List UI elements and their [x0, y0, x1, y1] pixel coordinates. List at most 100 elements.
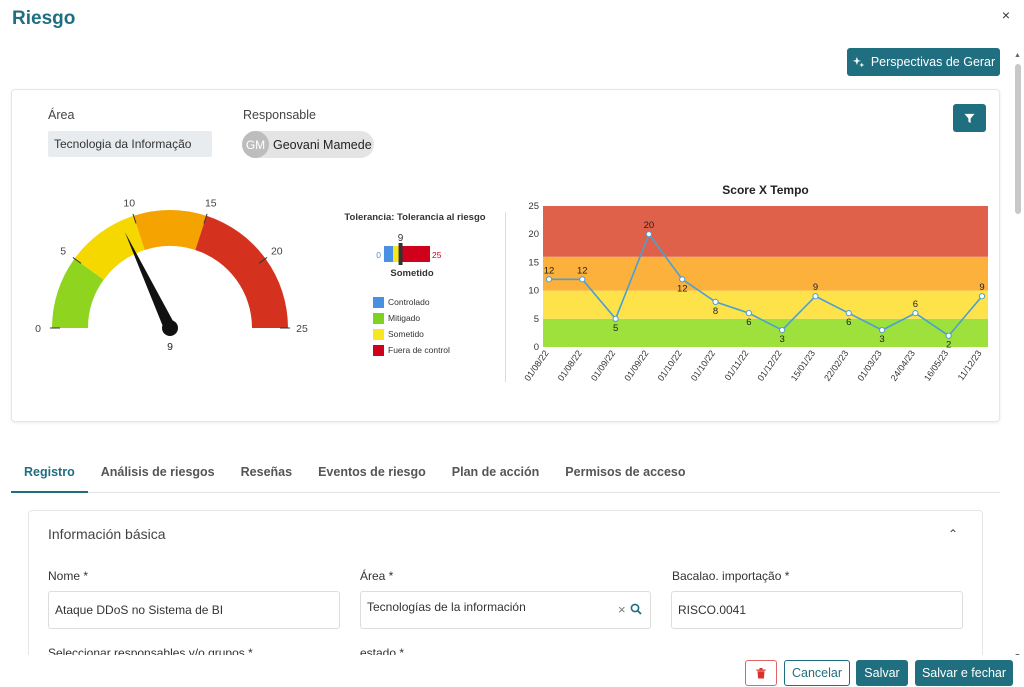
scroll-up-icon[interactable]: ▲ [1014, 52, 1021, 59]
data-point [545, 276, 553, 283]
data-label: 5 [613, 323, 618, 334]
import-field[interactable]: RISCO.0041 [671, 591, 963, 629]
x-tick-label: 16/05/23 [922, 348, 950, 382]
area-label: Área [48, 108, 75, 122]
chevron-up-icon[interactable]: ⌃ [948, 527, 959, 541]
data-point [912, 310, 919, 317]
x-tick-label: 01/10/22 [656, 348, 684, 382]
gauge-tick [72, 257, 82, 264]
chart-band [543, 256, 988, 291]
dialog-title: Riesgo [12, 8, 76, 29]
chart-band [543, 206, 988, 257]
x-tick-label: 01/08/22 [522, 348, 550, 382]
legend-item: Sometido [373, 326, 450, 342]
data-label: 6 [846, 317, 851, 328]
area-field-value: Tecnologías de la información [367, 600, 526, 614]
x-tick-label: 01/11/22 [723, 348, 751, 382]
data-label: 8 [713, 306, 718, 317]
y-tick-label: 10 [528, 286, 539, 297]
area-value: Tecnologia da Informação [48, 131, 212, 157]
chart-title: Score X Tempo [722, 183, 808, 197]
x-tick-label: 01/03/23 [855, 348, 883, 382]
save-close-button[interactable]: Salvar e fechar [915, 660, 1013, 686]
gauge-tick-label: 20 [271, 245, 283, 257]
gauge-hub [162, 320, 178, 336]
gauge-band [133, 210, 207, 251]
legend-label: Sometido [388, 329, 424, 339]
data-label: 3 [780, 334, 785, 345]
x-tick-label: 01/09/22 [622, 348, 650, 382]
trash-icon [756, 667, 766, 678]
tab-eventos-riesgo[interactable]: Eventos de riesgo [318, 465, 426, 479]
data-label: 12 [677, 283, 688, 294]
legend-swatch [373, 312, 384, 324]
y-tick-label: 25 [528, 201, 539, 212]
tolerance-marker [398, 243, 403, 265]
tolerance-min: 0 [376, 250, 381, 260]
tab-resenas[interactable]: Reseñas [240, 465, 293, 479]
tolerance-title: Tolerancia: Tolerancia al riesgo [344, 212, 486, 223]
data-point [579, 276, 586, 283]
area-field-label: Área * [360, 569, 394, 583]
delete-button[interactable] [745, 660, 777, 686]
legend-item: Controlado [373, 294, 450, 310]
data-point [812, 293, 819, 300]
tolerance-legend: Controlado Mitigado Sometido Fuera de co… [373, 294, 450, 358]
tolerance-widget: Tolerancia: Tolerancia al riesgo 9 0 25 Som… [335, 212, 495, 288]
tab-analisis-riesgos[interactable]: Análisis de riesgos [100, 465, 215, 479]
gauge-band [195, 215, 288, 328]
y-tick-label: 20 [528, 229, 539, 240]
tolerance-max: 25 [432, 250, 442, 260]
scroll-thumb[interactable] [1015, 64, 1021, 214]
responsible-chip[interactable]: GM Geovani Mamede [242, 131, 374, 158]
footer-bar [0, 655, 1024, 687]
section-title: Información básica [48, 526, 166, 542]
insights-label: Perspectivas de Gerar [870, 55, 996, 69]
data-label: 9 [979, 282, 984, 293]
legend-swatch [373, 328, 384, 340]
tab-permisos-acceso[interactable]: Permisos de acceso [565, 465, 686, 479]
gauge-tick [258, 257, 268, 264]
gauge-tick [132, 213, 137, 224]
filter-button[interactable] [953, 104, 986, 132]
x-tick-label: 24/04/23 [889, 348, 917, 382]
gauge-band [52, 258, 104, 328]
clear-icon[interactable]: × [618, 602, 626, 617]
x-tick-label: 01/09/22 [589, 348, 617, 382]
data-point [878, 326, 886, 334]
data-point [945, 332, 952, 339]
data-label: 9 [813, 282, 818, 293]
y-tick-label: 0 [534, 342, 539, 353]
avatar: GM [242, 131, 269, 158]
chart-separator [505, 212, 506, 382]
name-field[interactable]: Ataque DDoS no Sistema de BI [48, 591, 340, 629]
legend-item: Mitigado [373, 310, 450, 326]
data-point [712, 298, 719, 305]
data-label: 6 [913, 299, 918, 310]
y-tick-label: 5 [534, 314, 539, 325]
data-point [612, 315, 619, 322]
tolerance-bar: 9 0 25 Sometido [376, 233, 442, 279]
data-label: 12 [577, 265, 588, 276]
legend-label: Mitigado [388, 313, 421, 323]
tolerance-segment [384, 246, 394, 262]
tab-registro[interactable]: Registro [11, 455, 88, 493]
tab-plan-accion[interactable]: Plan de acción [451, 465, 540, 479]
area-field[interactable]: Tecnologías de la información [360, 591, 651, 629]
x-tick-label: 01/08/22 [556, 348, 584, 382]
gauge-tick-label: 0 [35, 323, 41, 335]
data-label: 2 [946, 340, 951, 351]
save-button[interactable]: Salvar [856, 660, 908, 686]
gauge-tick [203, 213, 208, 224]
data-point [679, 276, 686, 283]
data-point [845, 310, 852, 317]
search-icon[interactable] [630, 603, 642, 615]
close-icon[interactable]: × [1001, 7, 1010, 23]
cancel-button[interactable]: Cancelar [784, 660, 850, 686]
tolerance-value: 9 [398, 233, 404, 244]
gauge-tick-label: 25 [296, 323, 308, 335]
import-label: Bacalao. importação * [672, 569, 790, 583]
insights-button[interactable]: Perspectivas de Gerar [847, 48, 1000, 76]
scrollbar[interactable]: ▲ ▼ [1014, 52, 1022, 660]
chart-band [543, 318, 988, 347]
